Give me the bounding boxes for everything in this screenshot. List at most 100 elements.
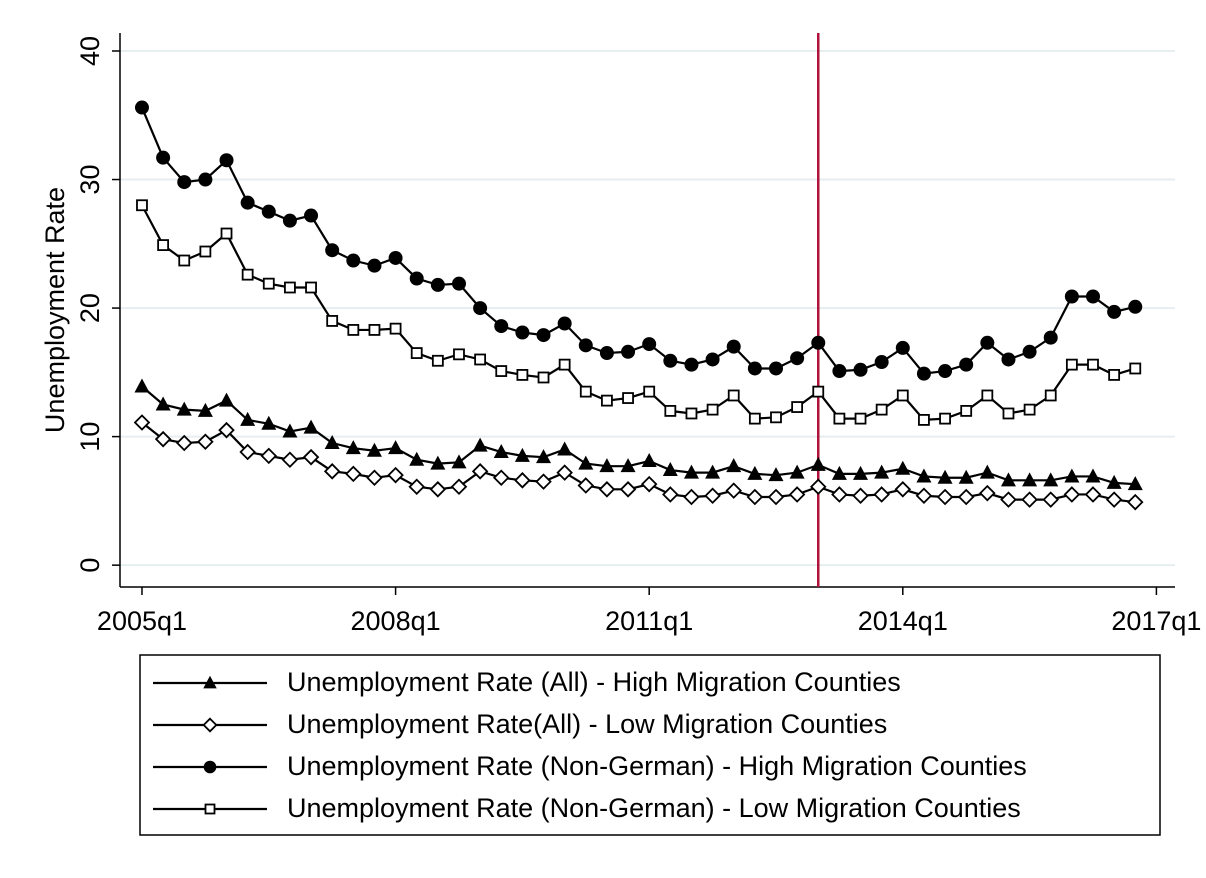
marker xyxy=(1043,472,1059,487)
marker xyxy=(915,487,933,505)
x-tick-label: 2014q1 xyxy=(858,606,948,636)
marker xyxy=(537,371,550,384)
x-tick-label: 2005q1 xyxy=(97,606,187,636)
legend-box xyxy=(139,654,1161,836)
marker xyxy=(601,394,613,407)
marker xyxy=(514,472,531,489)
marker xyxy=(1107,304,1122,319)
marker xyxy=(579,385,592,398)
marker xyxy=(790,351,805,366)
marker xyxy=(492,469,510,487)
marker xyxy=(219,392,235,407)
marker xyxy=(1108,369,1121,381)
marker xyxy=(789,464,805,479)
marker xyxy=(410,347,423,359)
marker xyxy=(494,319,509,334)
marker xyxy=(177,175,192,190)
marker xyxy=(664,405,677,417)
marker xyxy=(726,339,741,354)
legend-label: Unemployment Rate (Non-German) - Low Mig… xyxy=(287,793,1021,823)
marker xyxy=(366,469,383,487)
marker xyxy=(1129,362,1142,375)
marker xyxy=(621,344,636,359)
marker xyxy=(389,322,402,335)
marker xyxy=(409,271,424,286)
marker xyxy=(325,243,340,258)
marker xyxy=(203,675,217,689)
marker xyxy=(938,364,953,379)
marker xyxy=(939,412,951,425)
marker xyxy=(453,348,465,361)
marker xyxy=(748,412,761,425)
y-tick-label: 30 xyxy=(75,165,105,195)
marker xyxy=(558,358,571,371)
series-line xyxy=(140,107,1136,375)
marker xyxy=(366,442,382,457)
marker xyxy=(957,488,975,506)
marker xyxy=(473,301,488,316)
marker xyxy=(493,444,509,459)
marker xyxy=(281,451,299,469)
marker xyxy=(536,328,551,343)
marker xyxy=(705,352,720,367)
marker xyxy=(1023,403,1036,416)
marker xyxy=(662,462,678,477)
marker xyxy=(324,435,340,450)
marker xyxy=(1086,289,1101,304)
marker xyxy=(157,239,170,251)
marker xyxy=(705,464,721,479)
y-tick-label: 20 xyxy=(75,293,105,323)
marker xyxy=(918,414,930,426)
marker xyxy=(642,337,657,352)
marker xyxy=(471,463,489,480)
marker xyxy=(979,484,996,502)
marker xyxy=(1002,407,1015,420)
marker xyxy=(1126,493,1144,511)
marker xyxy=(282,423,298,438)
marker xyxy=(895,460,911,475)
marker xyxy=(202,717,218,733)
y-tick-label: 40 xyxy=(75,36,105,66)
marker xyxy=(788,486,806,503)
marker xyxy=(1063,486,1081,503)
marker xyxy=(685,407,698,420)
marker xyxy=(873,486,890,503)
marker xyxy=(683,488,700,506)
marker xyxy=(727,389,740,402)
marker xyxy=(1000,472,1016,487)
marker xyxy=(450,478,468,496)
marker xyxy=(199,245,212,258)
marker xyxy=(810,456,826,471)
marker xyxy=(1106,474,1122,489)
marker xyxy=(809,478,827,496)
marker xyxy=(1044,389,1057,402)
marker xyxy=(240,195,255,210)
marker xyxy=(430,277,445,292)
marker xyxy=(1064,289,1079,304)
marker xyxy=(768,467,784,482)
marker xyxy=(599,346,614,361)
marker xyxy=(323,463,341,480)
legend-label: Unemployment Rate (All) - High Migration… xyxy=(287,667,901,697)
marker xyxy=(133,414,151,431)
marker xyxy=(979,464,995,479)
marker xyxy=(832,364,847,379)
marker xyxy=(641,453,657,468)
marker xyxy=(388,440,404,455)
marker xyxy=(261,415,277,430)
x-tick-label: 2017q1 xyxy=(1111,606,1201,636)
marker xyxy=(833,412,846,425)
marker xyxy=(916,468,932,483)
marker xyxy=(1022,472,1038,487)
marker xyxy=(535,473,552,490)
marker xyxy=(683,464,699,479)
marker xyxy=(896,389,909,402)
marker xyxy=(726,458,742,473)
marker xyxy=(916,366,931,381)
marker xyxy=(156,150,171,165)
marker xyxy=(1022,344,1037,359)
legend-label: Unemployment Rate(All) - Low Migration C… xyxy=(287,709,887,739)
x-tick-label: 2011q1 xyxy=(605,606,693,636)
marker xyxy=(831,486,848,503)
